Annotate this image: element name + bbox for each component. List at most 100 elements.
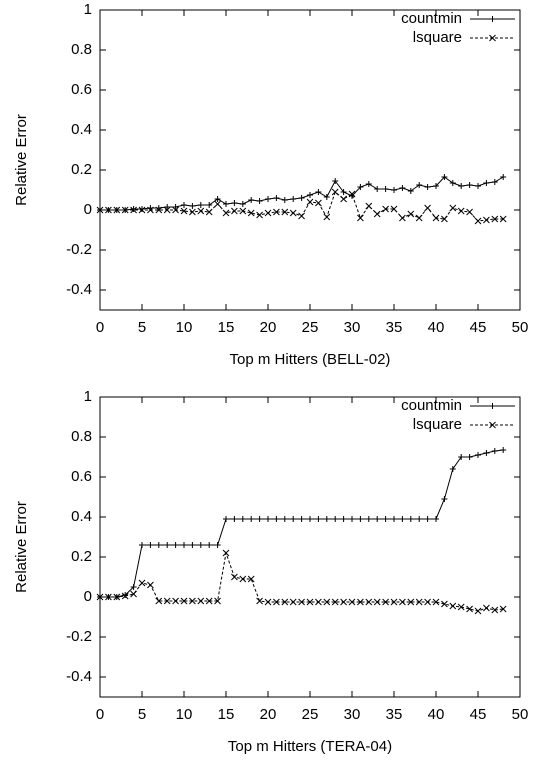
- marker: [457, 207, 465, 215]
- marker: [424, 184, 431, 190]
- marker: [197, 207, 205, 215]
- x-tick-label: 40: [428, 706, 445, 723]
- marker: [113, 206, 121, 214]
- marker: [357, 214, 364, 222]
- marker: [231, 207, 238, 215]
- x-tick-label: 30: [344, 319, 361, 336]
- marker: [365, 181, 372, 187]
- y-tick-label: 1: [84, 1, 92, 18]
- x-tick-label: 25: [302, 706, 319, 723]
- x-tick-label: 20: [260, 319, 277, 336]
- marker: [441, 600, 448, 608]
- marker: [441, 174, 448, 180]
- marker: [365, 516, 372, 522]
- marker: [180, 597, 188, 605]
- marker: [180, 207, 188, 215]
- marker: [382, 205, 389, 213]
- x-tick-label: 5: [138, 706, 146, 723]
- marker: [147, 542, 154, 548]
- y-tick-label: 0: [84, 588, 92, 605]
- marker: [340, 516, 347, 522]
- marker: [483, 604, 490, 612]
- x-tick-label: 35: [386, 706, 403, 723]
- plot-frame: [99, 9, 521, 311]
- marker: [281, 598, 289, 606]
- marker: [239, 575, 247, 583]
- marker: [307, 516, 313, 522]
- marker: [265, 516, 271, 522]
- marker: [499, 605, 507, 613]
- marker: [315, 516, 322, 522]
- marker: [415, 214, 423, 222]
- marker: [105, 593, 112, 601]
- marker: [163, 597, 171, 605]
- y-axis-label: Relative Error: [13, 114, 30, 206]
- marker: [474, 607, 482, 615]
- marker: [273, 516, 280, 522]
- x-tick-label: 5: [138, 319, 146, 336]
- marker: [332, 178, 339, 184]
- marker: [332, 516, 339, 522]
- marker: [315, 199, 322, 207]
- marker: [466, 208, 473, 216]
- marker: [475, 183, 481, 189]
- marker: [189, 208, 196, 216]
- marker: [163, 206, 171, 214]
- marker: [399, 598, 406, 606]
- marker: [390, 205, 398, 213]
- marker: [449, 180, 456, 186]
- marker: [239, 201, 246, 207]
- marker: [374, 516, 381, 522]
- legend-label: lsquare: [413, 416, 462, 433]
- marker: [407, 210, 415, 218]
- marker: [424, 516, 431, 522]
- marker: [432, 598, 440, 606]
- y-tick-label: -0.4: [66, 668, 92, 685]
- marker: [315, 598, 322, 606]
- marker: [290, 196, 297, 202]
- marker: [264, 209, 272, 217]
- marker: [164, 204, 171, 210]
- marker: [139, 206, 145, 212]
- marker: [281, 208, 289, 216]
- marker: [164, 542, 171, 548]
- marker: [222, 549, 230, 557]
- marker: [500, 447, 507, 453]
- marker: [139, 542, 145, 548]
- marker: [500, 174, 507, 180]
- marker: [348, 190, 356, 198]
- marker: [239, 207, 247, 215]
- x-axis-label: Top m Hitters (BELL-02): [230, 351, 391, 368]
- series-line: [100, 176, 504, 211]
- marker: [181, 202, 187, 208]
- marker: [407, 598, 415, 606]
- marker: [147, 206, 154, 214]
- marker: [223, 201, 229, 207]
- marker: [197, 542, 204, 548]
- x-tick-label: 45: [470, 706, 487, 723]
- y-axis-label: Relative Error: [13, 501, 30, 593]
- x-tick-label: 50: [512, 319, 529, 336]
- marker: [281, 516, 288, 522]
- marker: [247, 575, 255, 583]
- marker: [433, 183, 439, 189]
- x-tick-label: 25: [302, 319, 319, 336]
- marker: [273, 598, 280, 606]
- marker: [248, 197, 255, 203]
- marker: [415, 598, 423, 606]
- x-tick-label: 10: [176, 706, 193, 723]
- marker: [390, 598, 398, 606]
- marker: [155, 206, 163, 214]
- marker: [239, 516, 246, 522]
- x-tick-label: 20: [260, 706, 277, 723]
- marker: [315, 189, 322, 195]
- x-tick-label: 0: [96, 319, 104, 336]
- marker: [256, 211, 263, 219]
- marker: [130, 584, 137, 590]
- marker: [265, 196, 271, 202]
- marker: [340, 195, 347, 203]
- y-tick-label: 0.4: [71, 121, 92, 138]
- plot-frame: [99, 396, 521, 698]
- marker: [348, 598, 356, 606]
